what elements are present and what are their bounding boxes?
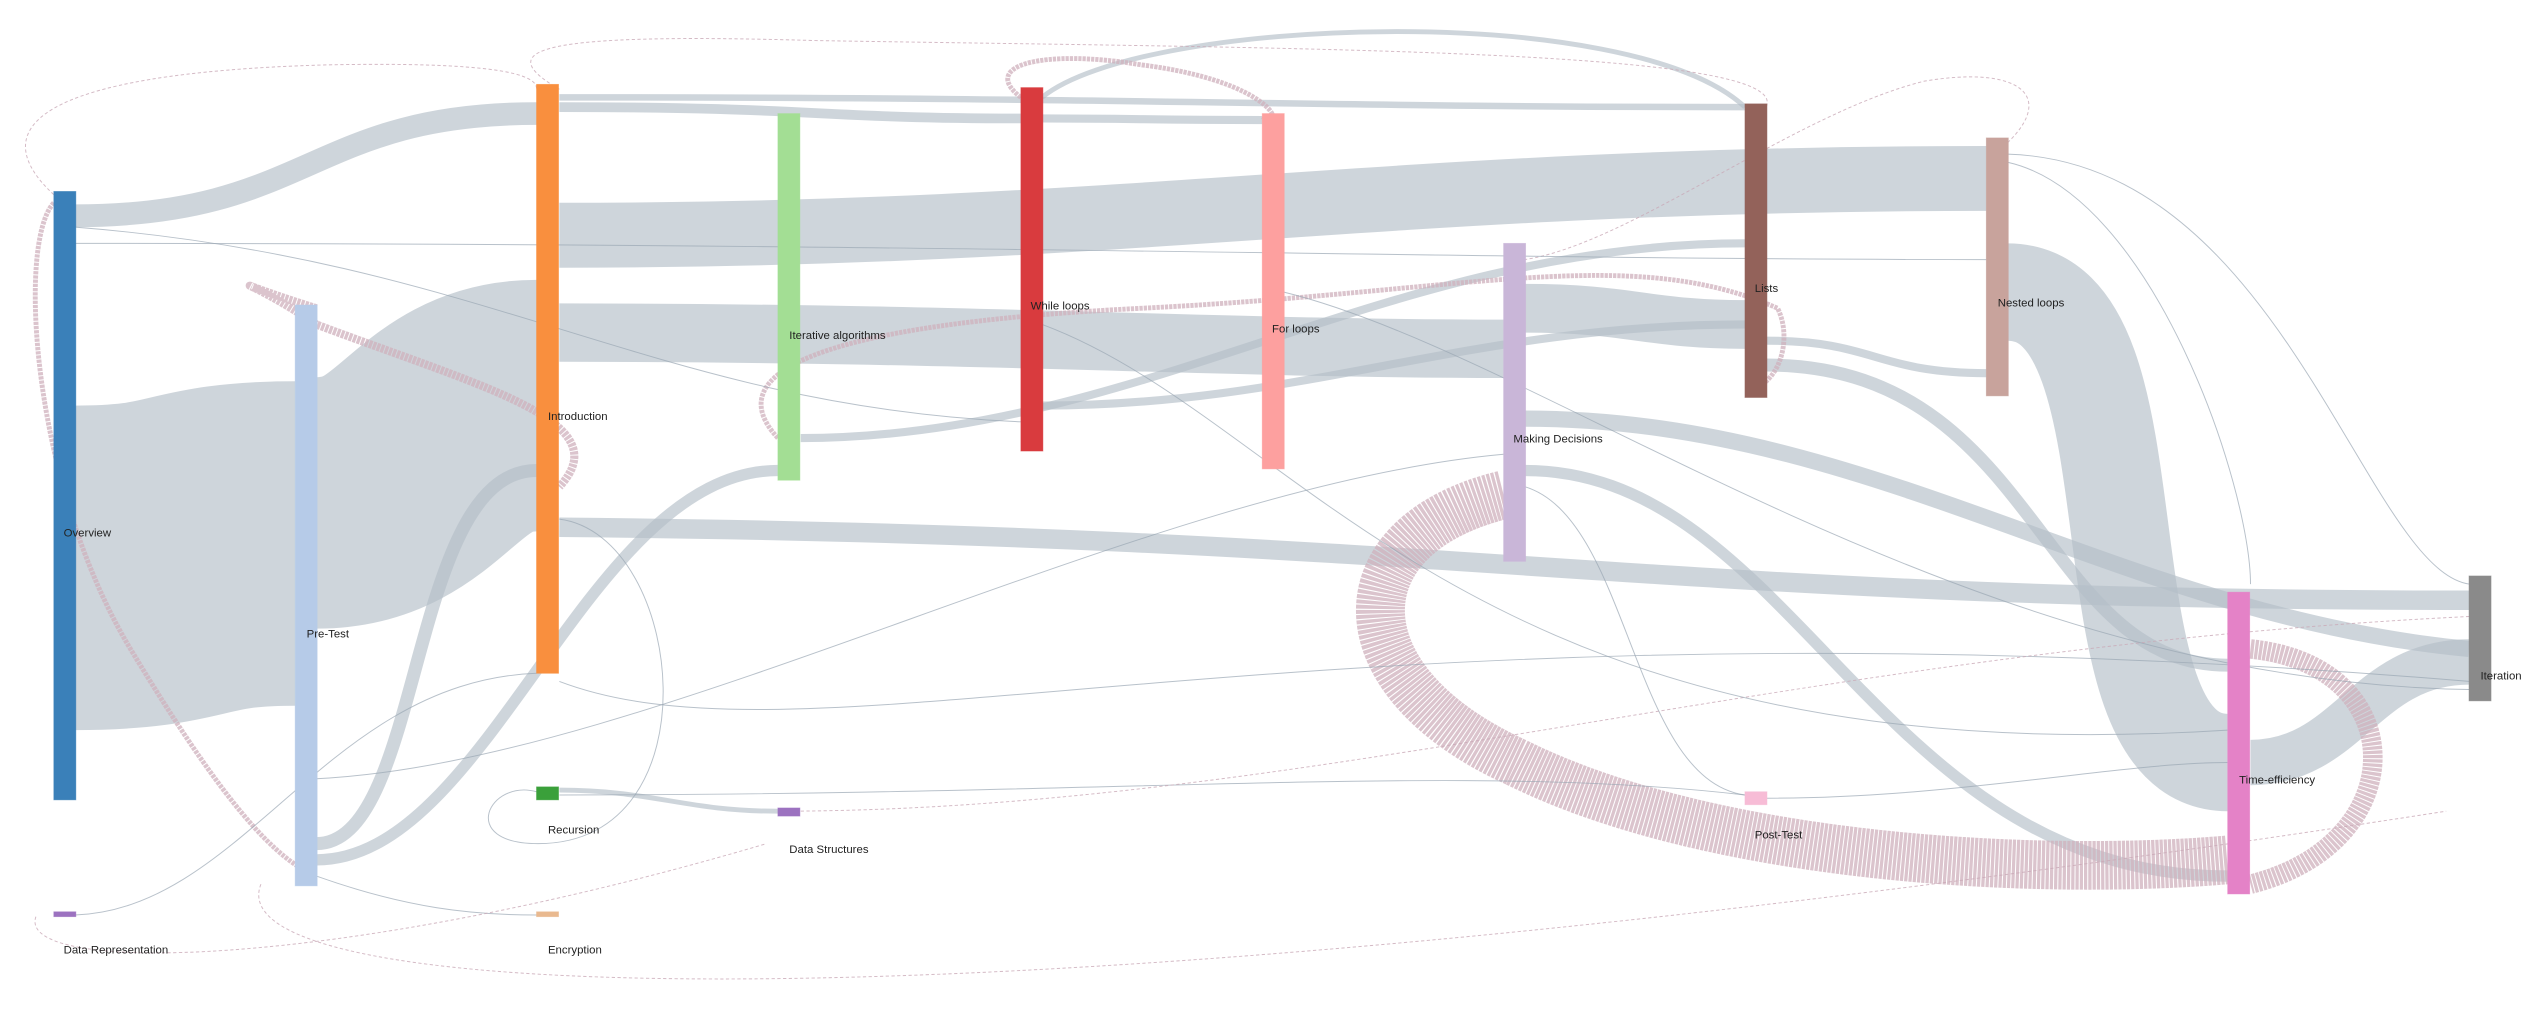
nodes: Overview Pre-Test Introduction Iterative al… bbox=[53, 83, 2522, 957]
node-label: Iteration bbox=[2480, 671, 2521, 683]
node-label: Post-Test bbox=[1755, 830, 1803, 842]
node bbox=[1020, 87, 1044, 452]
node bbox=[1744, 103, 1768, 398]
link bbox=[316, 453, 1504, 780]
link bbox=[1040, 29, 1747, 109]
link bbox=[2249, 639, 2470, 786]
link bbox=[559, 102, 1021, 124]
node-label: Data Structures bbox=[789, 844, 869, 856]
link bbox=[559, 303, 1504, 379]
node-label: Introduction bbox=[548, 411, 608, 423]
link bbox=[25, 63, 538, 196]
link bbox=[258, 810, 2447, 980]
link bbox=[2007, 161, 2251, 585]
link bbox=[2007, 153, 2470, 585]
node bbox=[294, 304, 318, 887]
link bbox=[559, 652, 2470, 710]
link bbox=[34, 843, 767, 954]
link bbox=[559, 780, 1746, 796]
node bbox=[1503, 242, 1527, 562]
node bbox=[53, 911, 77, 918]
sankey-body: Overview Pre-Test Introduction Iterative al… bbox=[25, 29, 2522, 980]
link bbox=[310, 279, 544, 629]
link bbox=[1042, 114, 1263, 125]
link bbox=[73, 381, 297, 731]
link bbox=[2002, 243, 2233, 812]
link bbox=[316, 875, 537, 916]
node-label: Encryption bbox=[548, 945, 602, 957]
link bbox=[32, 201, 318, 879]
link bbox=[559, 94, 1745, 111]
link bbox=[1356, 471, 2230, 890]
link bbox=[559, 787, 778, 814]
node-label: Recursion bbox=[548, 825, 599, 837]
node bbox=[1985, 137, 2009, 397]
node bbox=[2468, 575, 2492, 702]
link bbox=[2248, 639, 2383, 894]
node bbox=[2227, 591, 2251, 895]
link bbox=[1524, 76, 2030, 261]
node bbox=[536, 786, 559, 801]
node bbox=[777, 807, 801, 817]
node bbox=[777, 113, 801, 481]
link bbox=[1042, 320, 1745, 410]
node bbox=[536, 911, 559, 918]
node bbox=[536, 83, 559, 674]
link bbox=[74, 672, 537, 916]
node-label: Pre-Test bbox=[307, 628, 350, 640]
link bbox=[1041, 324, 2228, 735]
node-label: Making Decisions bbox=[1513, 434, 1603, 446]
node-label: Overview bbox=[64, 528, 112, 540]
link bbox=[1005, 56, 1276, 122]
link bbox=[1766, 762, 2228, 799]
node-label: While loops bbox=[1031, 301, 1090, 313]
node-label: Time-efficiency bbox=[2239, 774, 2315, 786]
links bbox=[25, 29, 2470, 980]
node-label: Nested loops bbox=[1998, 297, 2065, 309]
node bbox=[1744, 791, 1768, 806]
link bbox=[777, 616, 2470, 812]
node bbox=[53, 191, 77, 801]
link bbox=[1766, 358, 2228, 672]
link bbox=[487, 518, 664, 845]
link bbox=[74, 226, 1021, 423]
node-label: Iterative algorithms bbox=[789, 330, 886, 342]
link bbox=[1524, 486, 1746, 796]
link bbox=[530, 38, 1768, 108]
link bbox=[75, 102, 537, 228]
link bbox=[1524, 410, 2470, 658]
node-label: Lists bbox=[1755, 283, 1779, 295]
link bbox=[1766, 336, 1987, 378]
node-label: For loops bbox=[1272, 323, 1320, 335]
link bbox=[315, 464, 537, 851]
node-label: Data Representation bbox=[64, 945, 169, 957]
link bbox=[559, 517, 2470, 611]
link bbox=[245, 281, 579, 490]
node bbox=[1261, 113, 1285, 470]
